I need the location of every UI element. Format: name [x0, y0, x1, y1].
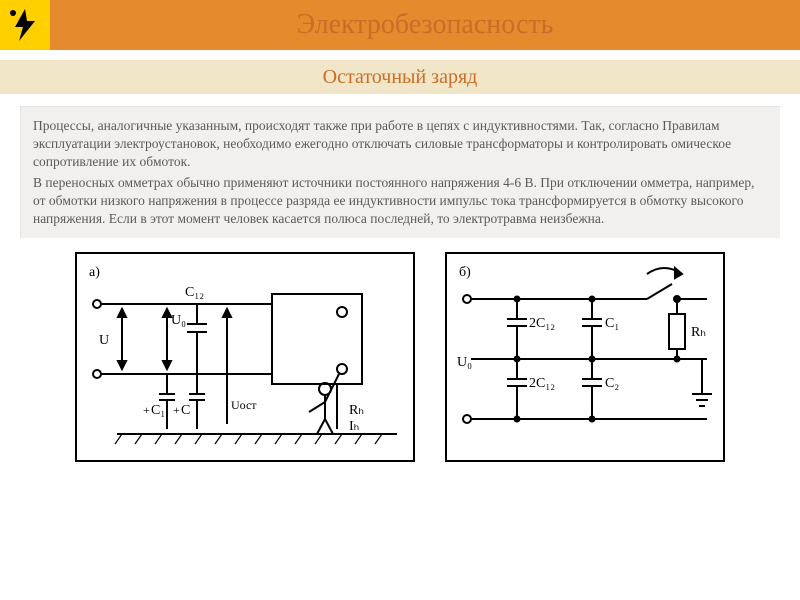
label-Ih: Iₕ [349, 419, 359, 434]
header: Электробезопасность [0, 0, 800, 50]
diagram-b-label: б) [459, 265, 471, 280]
label-Rh-b: Rₕ [691, 325, 706, 340]
svg-text:+: + [143, 403, 150, 417]
label-C2-b: C₂ [605, 376, 619, 391]
label-Rh: Rₕ [349, 403, 364, 418]
label-U: U [99, 333, 109, 348]
label-2C12-top: 2C₁₂ [529, 316, 555, 331]
label-U0: U₀ [171, 313, 186, 328]
paragraph-1: Процессы, аналогичные указанным, происхо… [33, 117, 768, 172]
label-2C12-bot: 2C₁₂ [529, 376, 555, 391]
label-U0-b: U₀ [457, 355, 472, 370]
paragraph-2: В переносных омметрах обычно применяют и… [33, 174, 768, 229]
svg-text:+: + [173, 403, 180, 417]
label-Uост: Uост [231, 398, 257, 412]
body-text: Процессы, аналогичные указанным, происхо… [20, 106, 780, 238]
diagrams-row: а) U U₀ C₁₂ + C₁ + C Uост Rₕ Iₕ [40, 252, 760, 462]
label-C: C [181, 403, 190, 418]
main-title: Электробезопасность [50, 0, 800, 50]
subtitle: Остаточный заряд [0, 60, 800, 94]
circuit-diagram-b: б) U₀ 2C₁₂ 2C₁₂ C₁ C₂ Rₕ [445, 252, 725, 462]
label-C12: C₁₂ [185, 285, 204, 300]
label-C1: C₁ [151, 403, 165, 418]
label-C1-b: C₁ [605, 316, 619, 331]
circuit-diagram-a: а) U U₀ C₁₂ + C₁ + C Uост Rₕ Iₕ [75, 252, 415, 462]
diagram-a-label: а) [89, 265, 100, 280]
electric-hazard-icon [0, 0, 50, 50]
